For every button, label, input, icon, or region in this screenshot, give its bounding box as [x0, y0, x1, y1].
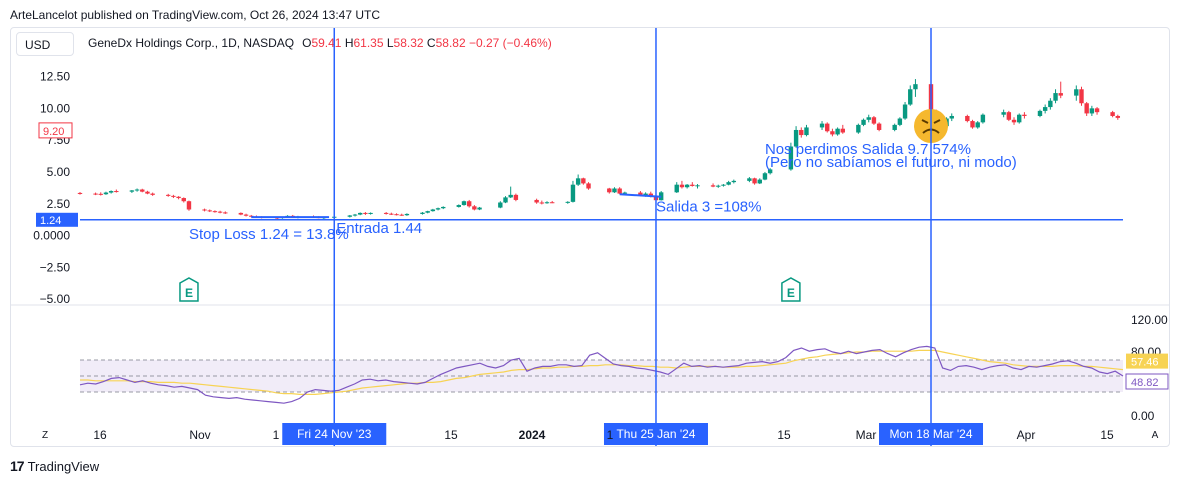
close-label: C [426, 36, 436, 50]
high-value: 61.35 [353, 36, 384, 50]
close-value: 58.82 [435, 36, 466, 50]
tradingview-footer: 17 TradingView [10, 458, 99, 474]
currency-button[interactable]: USD [16, 32, 74, 56]
brand-name: TradingView [27, 458, 100, 474]
tradingview-logo-icon: 17 [10, 458, 25, 474]
chart-frame [10, 27, 1170, 447]
change-value: −0.27 (−0.46%) [468, 36, 552, 50]
symbol-legend: GeneDx Holdings Corp., 1D, NASDAQ O59.41 … [88, 36, 552, 50]
low-label: L [386, 36, 394, 50]
open-label: O [302, 36, 312, 50]
low-value: 58.32 [393, 36, 424, 50]
published-line: ArteLancelot published on TradingView.co… [10, 8, 381, 22]
symbol-name[interactable]: GeneDx Holdings Corp., 1D, NASDAQ [88, 36, 295, 50]
high-label: H [344, 36, 354, 50]
open-value: 59.41 [311, 36, 342, 50]
